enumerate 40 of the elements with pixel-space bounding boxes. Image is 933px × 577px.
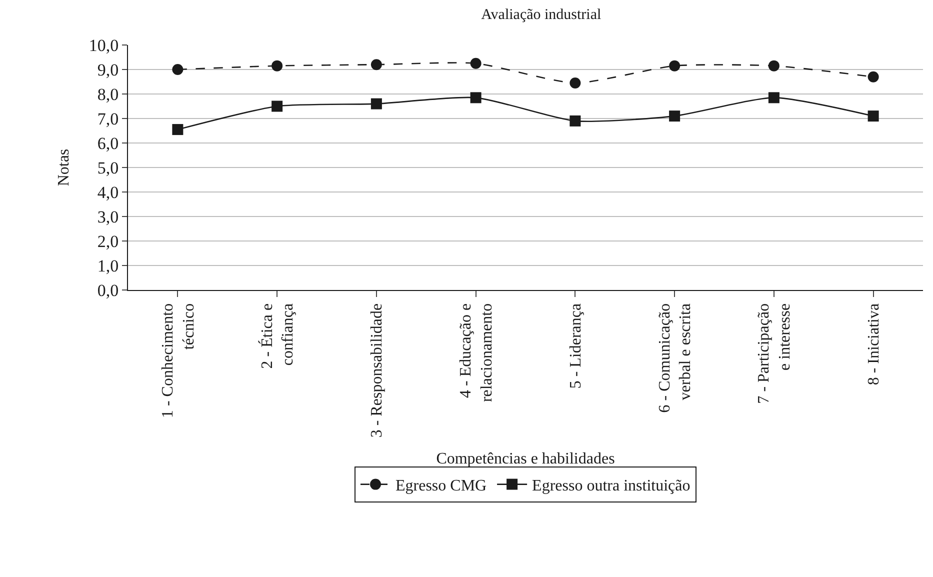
y-axis-title: Notas: [56, 148, 73, 186]
y-tick-label: 4,0: [97, 182, 119, 202]
x-tick-label: 3 - Responsabilidade: [368, 303, 386, 438]
y-tick-label: 1,0: [97, 256, 119, 276]
point: [370, 59, 382, 70]
point: [570, 77, 581, 88]
x-tick-label: 8 - Iniciativa: [866, 303, 883, 386]
x-tick-label: 6 - Comunicação verbal e escrita: [656, 303, 694, 413]
point: [768, 92, 780, 104]
point: [470, 58, 482, 69]
y-tick-label: 2,0: [97, 232, 119, 251]
x-tick-label: 7 - Participação e interesse: [756, 303, 794, 404]
point: [570, 115, 581, 126]
x-axis-title: Competências e habilidades: [436, 450, 615, 468]
y-tick-label: 3,0: [97, 207, 119, 226]
y-tick-label: 6,0: [97, 134, 119, 153]
y-tick-label: 7,0: [97, 109, 119, 128]
legend-label: Egresso outra instituição: [532, 478, 690, 495]
y-tick-label: 8,0: [97, 84, 119, 104]
y-tick-label: 5,0: [97, 158, 119, 178]
point: [272, 60, 283, 72]
point: [669, 110, 680, 122]
chart-title: Avaliação industrial: [481, 7, 602, 24]
x-tick-label: 5 - Liderança: [567, 303, 584, 389]
point: [868, 110, 879, 122]
point: [272, 100, 283, 112]
x-tick-label: 2 - Ética e confiança: [258, 303, 297, 369]
point: [172, 64, 184, 75]
point: [172, 124, 184, 136]
point: [868, 71, 879, 82]
point: [768, 60, 780, 72]
x-tick-label: 1 - Conhecimento técnico: [159, 303, 198, 418]
point: [370, 98, 382, 110]
y-tick-label: 9,0: [97, 60, 119, 80]
y-tick-label: 0,0: [97, 280, 119, 300]
legend-label: Egresso CMG: [396, 478, 488, 495]
y-tick-label: 10,0: [88, 36, 119, 55]
point: [669, 60, 680, 72]
point: [470, 92, 482, 104]
x-tick-label: 4 - Educação e relacionamento: [458, 303, 496, 402]
